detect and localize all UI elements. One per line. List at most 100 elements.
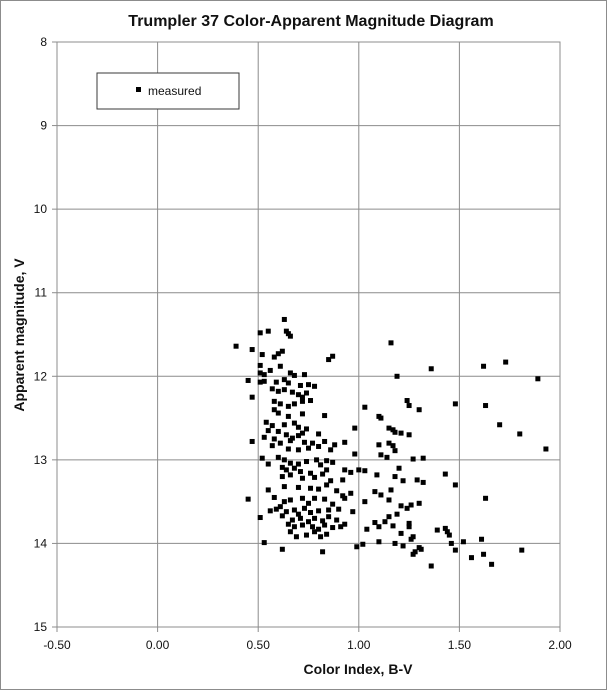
data-point xyxy=(293,534,299,540)
data-point xyxy=(291,524,297,530)
data-point xyxy=(320,549,326,555)
data-point xyxy=(303,459,309,465)
data-point xyxy=(285,413,291,419)
data-point xyxy=(281,387,287,393)
data-point xyxy=(374,472,380,478)
data-point xyxy=(261,372,267,378)
chart-title: Trumpler 37 Color-Apparent Magnitude Dia… xyxy=(128,13,493,30)
data-point xyxy=(390,427,396,433)
data-point xyxy=(275,454,281,460)
data-point xyxy=(340,493,346,499)
data-point xyxy=(308,510,314,516)
data-point xyxy=(388,487,394,493)
data-point xyxy=(330,459,336,465)
data-point xyxy=(418,546,424,552)
data-point xyxy=(386,514,392,520)
y-tick-label: 10 xyxy=(34,202,48,216)
data-point xyxy=(452,547,458,553)
data-point xyxy=(271,436,277,442)
data-point xyxy=(275,410,281,416)
data-point xyxy=(269,443,275,449)
data-point xyxy=(394,373,400,379)
data-point xyxy=(289,389,295,395)
data-point xyxy=(352,451,358,457)
data-point xyxy=(259,455,265,461)
data-point xyxy=(446,532,452,538)
data-point xyxy=(394,511,400,517)
data-point xyxy=(271,398,277,404)
data-point xyxy=(396,465,402,471)
data-point xyxy=(420,455,426,461)
data-point xyxy=(434,527,440,533)
data-point xyxy=(342,521,348,527)
data-point xyxy=(316,508,322,514)
data-point xyxy=(310,524,316,530)
x-tick-label: 1.50 xyxy=(448,638,472,652)
legend-label: measured xyxy=(148,84,201,98)
data-point xyxy=(289,435,295,441)
data-point xyxy=(362,404,368,410)
data-point xyxy=(297,382,303,388)
data-point xyxy=(356,467,362,473)
data-point xyxy=(267,367,273,373)
data-point xyxy=(312,383,318,389)
y-axis-ticks: 8 9 10 11 12 13 14 15 xyxy=(34,35,57,634)
data-point xyxy=(398,430,404,436)
data-point xyxy=(378,452,384,458)
data-point xyxy=(342,495,348,501)
data-point xyxy=(378,492,384,498)
data-point xyxy=(301,439,307,445)
data-point xyxy=(334,488,340,494)
data-point xyxy=(279,513,285,519)
data-point xyxy=(281,316,287,322)
data-point xyxy=(382,519,388,525)
data-point xyxy=(322,413,328,419)
data-point xyxy=(408,502,414,508)
data-point xyxy=(299,411,305,417)
data-point xyxy=(322,522,328,528)
data-point xyxy=(303,390,309,396)
data-point xyxy=(233,343,239,349)
data-point xyxy=(271,407,277,413)
data-point xyxy=(318,534,324,540)
data-point xyxy=(338,524,344,530)
data-point xyxy=(342,467,348,473)
data-point xyxy=(273,379,279,385)
data-point xyxy=(386,440,392,446)
plot-area xyxy=(56,41,561,628)
data-points xyxy=(233,316,549,569)
data-point xyxy=(269,423,275,429)
data-point xyxy=(283,509,289,515)
y-tick-label: 8 xyxy=(40,35,47,49)
x-tick-label: 0.00 xyxy=(146,638,170,652)
data-point xyxy=(489,561,495,567)
data-point xyxy=(452,482,458,488)
data-point xyxy=(265,328,271,334)
data-point xyxy=(342,439,348,445)
data-point xyxy=(406,524,412,530)
data-point xyxy=(400,543,406,549)
y-tick-label: 12 xyxy=(34,369,48,383)
data-point xyxy=(265,428,271,434)
data-point xyxy=(330,353,336,359)
data-point xyxy=(468,555,474,561)
data-point xyxy=(287,370,293,376)
data-point xyxy=(412,549,418,555)
data-point xyxy=(299,522,305,528)
data-point xyxy=(249,438,255,444)
data-point xyxy=(398,530,404,536)
data-point xyxy=(452,401,458,407)
data-point xyxy=(448,540,454,546)
data-point xyxy=(330,501,336,507)
data-point xyxy=(259,352,265,358)
data-point xyxy=(291,465,297,471)
data-point xyxy=(271,354,277,360)
data-point xyxy=(263,419,269,425)
y-axis-title: Apparent magnitude, V xyxy=(11,258,27,412)
data-point xyxy=(350,509,356,515)
y-tick-label: 11 xyxy=(35,286,48,300)
data-point xyxy=(392,540,398,546)
data-point xyxy=(261,434,267,440)
